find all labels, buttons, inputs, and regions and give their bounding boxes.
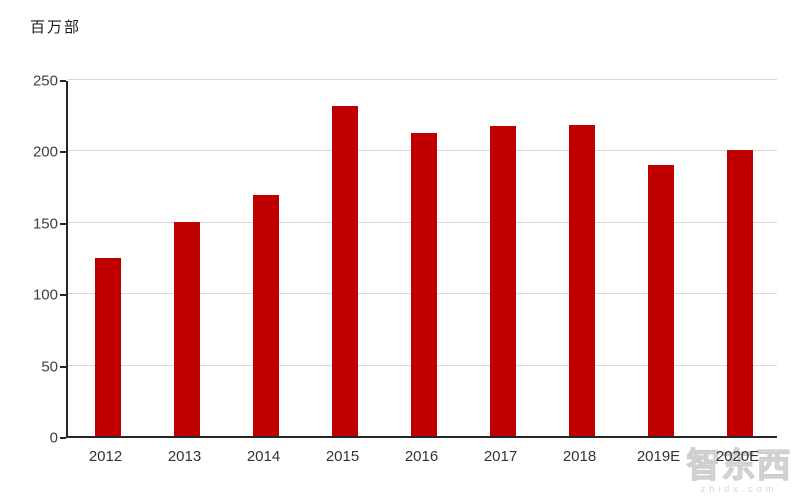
y-tick-mark-150 xyxy=(60,222,66,225)
x-axis-label-2018: 2018 xyxy=(562,448,597,465)
y-tick-mark-100 xyxy=(60,294,66,297)
y-axis-tick-label-250: 250 xyxy=(32,72,58,90)
x-axis-label-2012: 2012 xyxy=(88,448,123,465)
bar-2014 xyxy=(252,194,279,436)
y-axis-tick-label-0: 0 xyxy=(49,429,58,447)
y-axis-unit-label: 百万部 xyxy=(30,18,82,36)
bar-2019E xyxy=(647,164,674,436)
bar-2013 xyxy=(173,221,200,436)
x-axis-label-2017: 2017 xyxy=(483,448,518,465)
y-tick-mark-250 xyxy=(60,80,66,82)
watermark-domain-text: zhidx.com xyxy=(700,484,778,494)
y-tick-mark-50 xyxy=(60,365,66,368)
y-tick-mark-200 xyxy=(60,151,66,154)
bar-2012 xyxy=(94,257,121,436)
x-axis-label-2014: 2014 xyxy=(246,448,281,465)
gridline-250 xyxy=(68,79,777,80)
x-axis-label-2013: 2013 xyxy=(167,448,202,465)
y-axis-tick-label-150: 150 xyxy=(32,215,58,233)
bar-2018 xyxy=(568,124,595,436)
y-axis-tick-label-100: 100 xyxy=(32,286,58,304)
x-axis-label-2019E: 2019E xyxy=(636,448,681,465)
y-tick-mark-0 xyxy=(60,437,66,439)
bar-2017 xyxy=(489,126,516,436)
x-axis-label-2020E: 2020E xyxy=(715,448,760,465)
plot-area xyxy=(66,79,777,438)
y-axis-tick-label-200: 200 xyxy=(32,143,58,161)
bar-2015 xyxy=(331,106,358,436)
x-axis-label-2016: 2016 xyxy=(404,448,439,465)
bar-2020E xyxy=(726,150,753,436)
x-axis-label-2015: 2015 xyxy=(325,448,360,465)
y-axis-tick-label-50: 50 xyxy=(41,358,58,376)
bar-2016 xyxy=(410,133,437,436)
